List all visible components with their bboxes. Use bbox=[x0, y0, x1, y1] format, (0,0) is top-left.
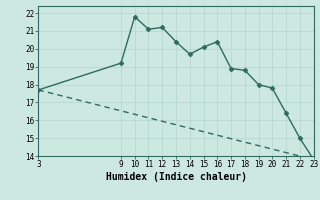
X-axis label: Humidex (Indice chaleur): Humidex (Indice chaleur) bbox=[106, 172, 246, 182]
